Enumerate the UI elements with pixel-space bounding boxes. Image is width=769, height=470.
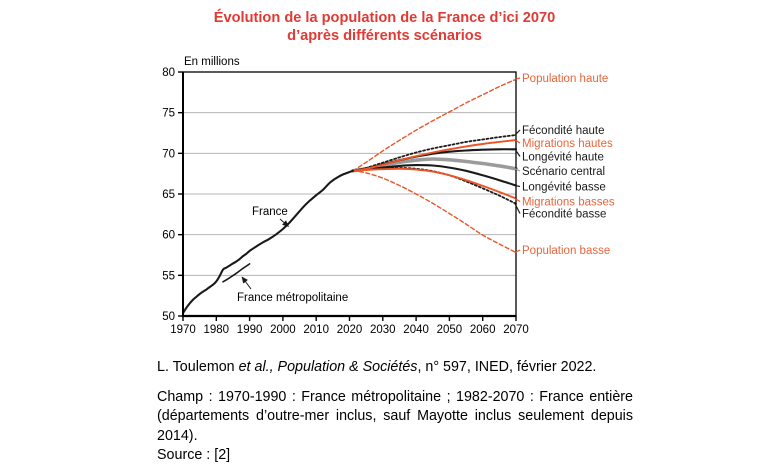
- label-scenario-central: Scénario central: [522, 166, 605, 178]
- y-tick-label-55: 55: [162, 270, 175, 282]
- series-population-basse-line: [352, 170, 517, 254]
- y-tick-label-80: 80: [162, 67, 175, 79]
- label-connector-longevite-haute: [514, 148, 521, 157]
- y-tick-label-50: 50: [162, 311, 175, 323]
- x-tick-label-2040: 2040: [403, 324, 429, 336]
- label-connector-scenario-central: [514, 168, 521, 172]
- label-connector-population-basse: [514, 249, 521, 254]
- title-line-1: Évolution de la population de la France …: [213, 10, 556, 26]
- champ-note: Champ : 1970-1990 : France métropolitain…: [157, 389, 633, 444]
- citation-part: L. Toulemon: [157, 359, 239, 375]
- label-connector-migrations-hautes: [514, 139, 521, 144]
- y-tick-label-60: 60: [162, 230, 175, 242]
- label-connector-fecondite-basse: [514, 203, 521, 214]
- label-connector-migrations-basses: [514, 197, 521, 203]
- x-tick-label-2050: 2050: [437, 324, 463, 336]
- label-migrations-basses: Migrations basses: [522, 197, 615, 209]
- x-tick-label-2020: 2020: [337, 324, 363, 336]
- series-population-haute-line: [352, 78, 517, 172]
- x-tick-label-1970: 1970: [170, 324, 196, 336]
- figure-notes: Champ : 1970-1990 : France métropolitain…: [157, 388, 633, 465]
- population-chart: 50 55 60 65 70 75 80 1970 1980 1990 2000 2010 2020 20…: [162, 56, 615, 336]
- france-label-arrow: [279, 218, 289, 227]
- label-longevite-haute: Longévité haute: [522, 152, 604, 164]
- y-tick-label-65: 65: [162, 189, 175, 201]
- citation-line: L. Toulemon et al., Population & Société…: [157, 358, 677, 376]
- france-metropolitaine-label-arrow: [241, 276, 252, 290]
- x-tick-label-2010: 2010: [303, 324, 329, 336]
- label-connector-longevite-basse: [514, 184, 521, 188]
- label-population-haute: Population haute: [522, 73, 608, 85]
- page-title: Évolution de la population de la France …: [0, 9, 769, 45]
- label-connector-fecondite-haute: [514, 129, 521, 136]
- series-migrations-basses-line: [351, 167, 517, 200]
- series-fecondite-haute-line: [351, 134, 517, 172]
- series-migrations-hautes-line: [351, 138, 517, 172]
- series-fecondite-basse-line: [351, 167, 517, 205]
- label-longevite-basse: Longévité basse: [522, 182, 606, 194]
- source-note: Source : [2]: [157, 446, 231, 463]
- x-tick-label-2060: 2060: [470, 324, 496, 336]
- citation-part: , n° 597, INED, février 2022.: [417, 359, 597, 375]
- series-france-line: [181, 169, 354, 315]
- label-fecondite-haute: Fécondité haute: [522, 125, 604, 137]
- label-population-basse: Population basse: [522, 245, 610, 257]
- france-label: France: [252, 206, 288, 218]
- x-tick-label-2030: 2030: [370, 324, 396, 336]
- x-tick-label-1990: 1990: [237, 324, 263, 336]
- label-migrations-hautes: Migrations hautes: [522, 138, 613, 150]
- y-tick-label-75: 75: [162, 108, 175, 120]
- france-metropolitaine-label: France métropolitaine: [237, 292, 348, 304]
- y-axis-unit-label: En millions: [184, 56, 240, 68]
- x-tick-label-2070: 2070: [503, 324, 529, 336]
- series-france-metropolitaine-line: [222, 263, 251, 283]
- x-tick-label-2000: 2000: [270, 324, 296, 336]
- title-line-2: d’après différents scénarios: [287, 28, 482, 44]
- x-tick-label-1980: 1980: [204, 324, 230, 336]
- label-connector-population-haute: [514, 77, 521, 80]
- y-tick-label-70: 70: [162, 148, 175, 160]
- series-longevite-basse-line: [351, 164, 518, 187]
- citation-italic-part: et al., Population & Sociétés: [238, 359, 418, 375]
- label-fecondite-basse: Fécondité basse: [522, 209, 606, 221]
